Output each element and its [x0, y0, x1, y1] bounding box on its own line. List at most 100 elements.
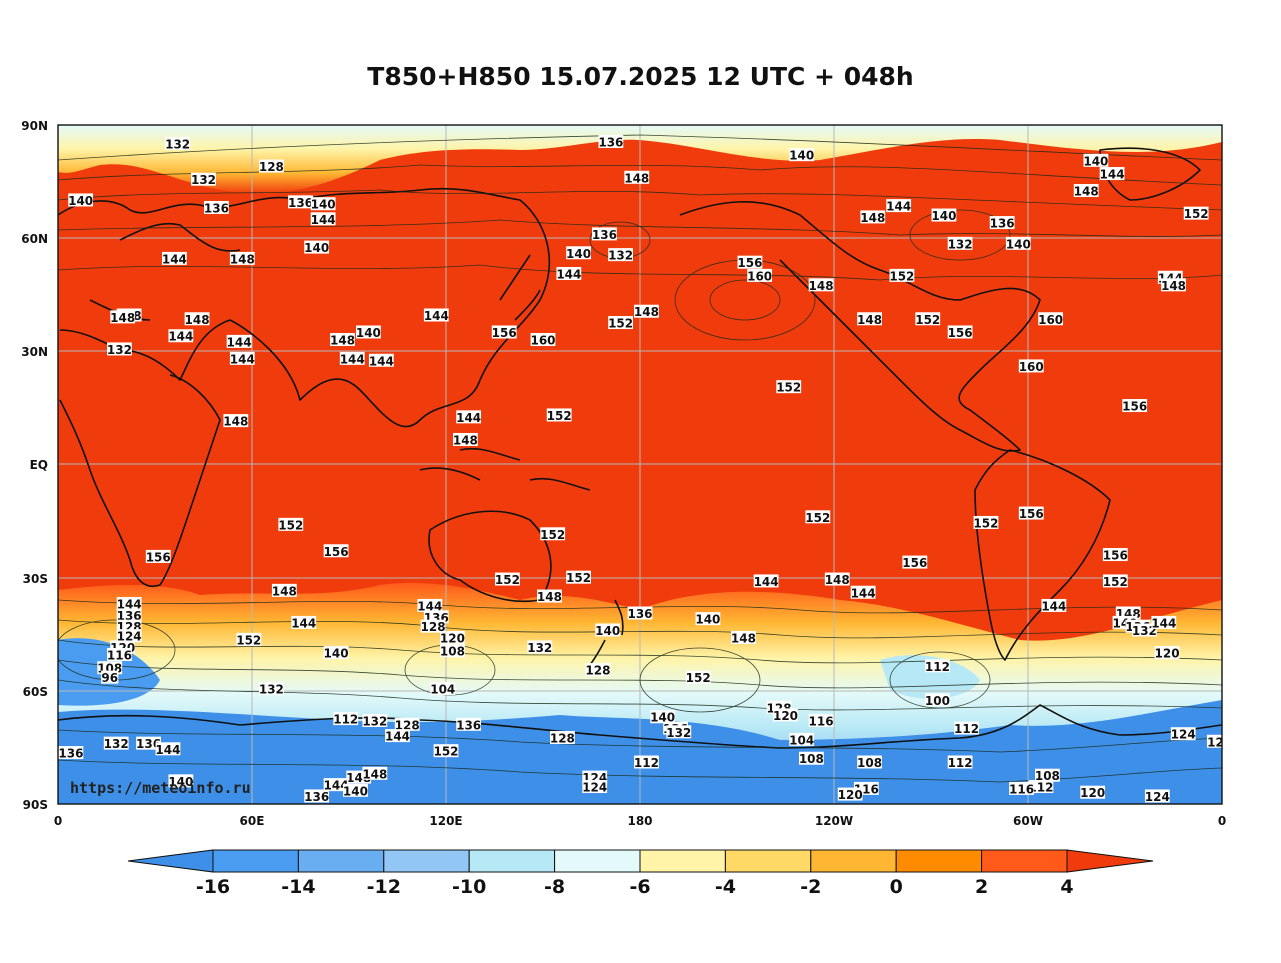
contour-label: 104 [430, 681, 456, 696]
contour-label-text: 156 [146, 550, 171, 564]
contour-label-text: 148 [272, 584, 297, 598]
contour-label-text: 132 [107, 343, 132, 357]
contour-label-text: 144 [162, 252, 187, 266]
contour-label-bg [184, 312, 210, 326]
contour-label: 152 [889, 268, 914, 283]
coast-north-america [679, 201, 1041, 452]
contour-label-bg [947, 236, 973, 250]
contour-label-text: 152 [608, 317, 633, 331]
contour-label-bg [310, 212, 336, 226]
contour-label: 148 [537, 589, 562, 604]
contour-label-bg [1183, 206, 1209, 220]
contour-label: 140 [1083, 153, 1108, 168]
contour-label-text: 104 [430, 682, 455, 696]
contour-label: 124 [1171, 727, 1196, 742]
colorbar-extend-low [127, 849, 214, 873]
contour-label-text: 120 [440, 632, 465, 646]
contour-label-text: 144 [324, 779, 349, 793]
contour-label-bg [362, 714, 388, 728]
contour-label: 140 [304, 240, 329, 255]
contour-label: 116 [809, 714, 834, 729]
contour-label-text: 156 [492, 326, 517, 340]
contour-label-bg [837, 787, 863, 801]
contour-label-text: 148 [825, 573, 850, 587]
contour-label: 136 [136, 736, 161, 751]
contour-label-text: 144 [117, 598, 142, 612]
contour-label-bg [155, 742, 181, 756]
contour-label: 144 [369, 353, 394, 368]
contour-label: 140 [566, 246, 591, 261]
contour-label: 148 [362, 766, 387, 781]
contour-label-bg [107, 647, 132, 661]
contour-label-bg [356, 325, 381, 339]
contour-label: 128 [585, 663, 610, 678]
contour-label-text: 140 [1083, 154, 1108, 168]
contour-label-bg [271, 583, 297, 597]
contour-label: 148 [110, 310, 135, 325]
contour-label-bg [58, 746, 84, 760]
contour-label: 144 [311, 212, 336, 227]
contour-label-bg [430, 681, 456, 695]
contour-label-text: 108 [1035, 769, 1060, 783]
contour-label: 160 [1019, 359, 1044, 374]
contour-label-text: 136 [136, 737, 161, 751]
contour-label-text: 148 [809, 279, 834, 293]
contour-label-bg [1038, 312, 1064, 326]
contour-label-bg [857, 312, 882, 326]
colorbar-segment [554, 849, 641, 873]
contour-label-text: 136 [990, 217, 1015, 231]
contour-label: 132 [947, 236, 973, 251]
contour-label-text: 156 [737, 256, 762, 270]
y-tick-label: EQ [30, 458, 48, 472]
contour-label: 128 [259, 159, 284, 174]
contour-label: 144 [291, 615, 316, 630]
contour-label-bg [103, 736, 129, 750]
y-tick-label: 90N [21, 119, 48, 133]
contour-label: 132 [103, 736, 129, 751]
colorbar-segment [724, 849, 812, 873]
contour-label: 132 [107, 342, 132, 357]
contour-label-text: 144 [168, 330, 193, 344]
contour-label-bg [585, 663, 611, 677]
contour-label-bg [1154, 646, 1180, 660]
contour-label-text: 148 [1161, 279, 1186, 293]
contour-label: 136 [990, 216, 1015, 231]
contour-label-text: 132 [1132, 624, 1157, 638]
contour-label: 144 [886, 199, 911, 214]
contour-label: 120 [1155, 646, 1180, 661]
contour-label-text: 140 [931, 209, 956, 223]
contour-label: 112 [634, 755, 659, 770]
contour-label-text: 108 [440, 645, 465, 659]
contour-label-bg [592, 227, 617, 241]
contour-label: 144 [230, 351, 255, 366]
coast-antarctica [58, 704, 1222, 749]
contour-label-text: 144 [230, 352, 255, 366]
contour-label: 156 [324, 544, 349, 559]
contour-label-bg [773, 708, 798, 722]
contour-label: 128 [420, 619, 446, 634]
contour-label-bg [537, 589, 562, 603]
contour-label-text: 144 [754, 575, 779, 589]
contour-label: 132 [165, 136, 190, 151]
contour-label-text: 160 [747, 269, 772, 283]
contour-label: 148 [624, 170, 649, 185]
contour-label: 152 [1183, 206, 1209, 221]
contour-label-bg [857, 755, 882, 769]
contour-label-bg [1018, 506, 1044, 520]
contour-label-bg [1009, 781, 1034, 795]
contour-label-bg [420, 619, 446, 633]
contour-label-text: 160 [1019, 360, 1044, 374]
contour-label-bg [1102, 548, 1128, 562]
contour-label: 140 [356, 325, 381, 340]
contour-label-text: 132 [666, 726, 691, 740]
contour-label: 140 [168, 774, 193, 789]
contour-label-text: 152 [1184, 207, 1209, 221]
contour-label-text: 144 [291, 616, 316, 630]
colorbar-tick-label: -10 [452, 876, 486, 898]
contour-label-text: 144 [155, 743, 180, 757]
contour-label: 120 [440, 631, 465, 646]
contour-label-bg [886, 199, 912, 213]
contour-label-text: 144 [385, 730, 410, 744]
contour-label-bg [566, 246, 591, 260]
contour-label: 140 [650, 710, 675, 725]
